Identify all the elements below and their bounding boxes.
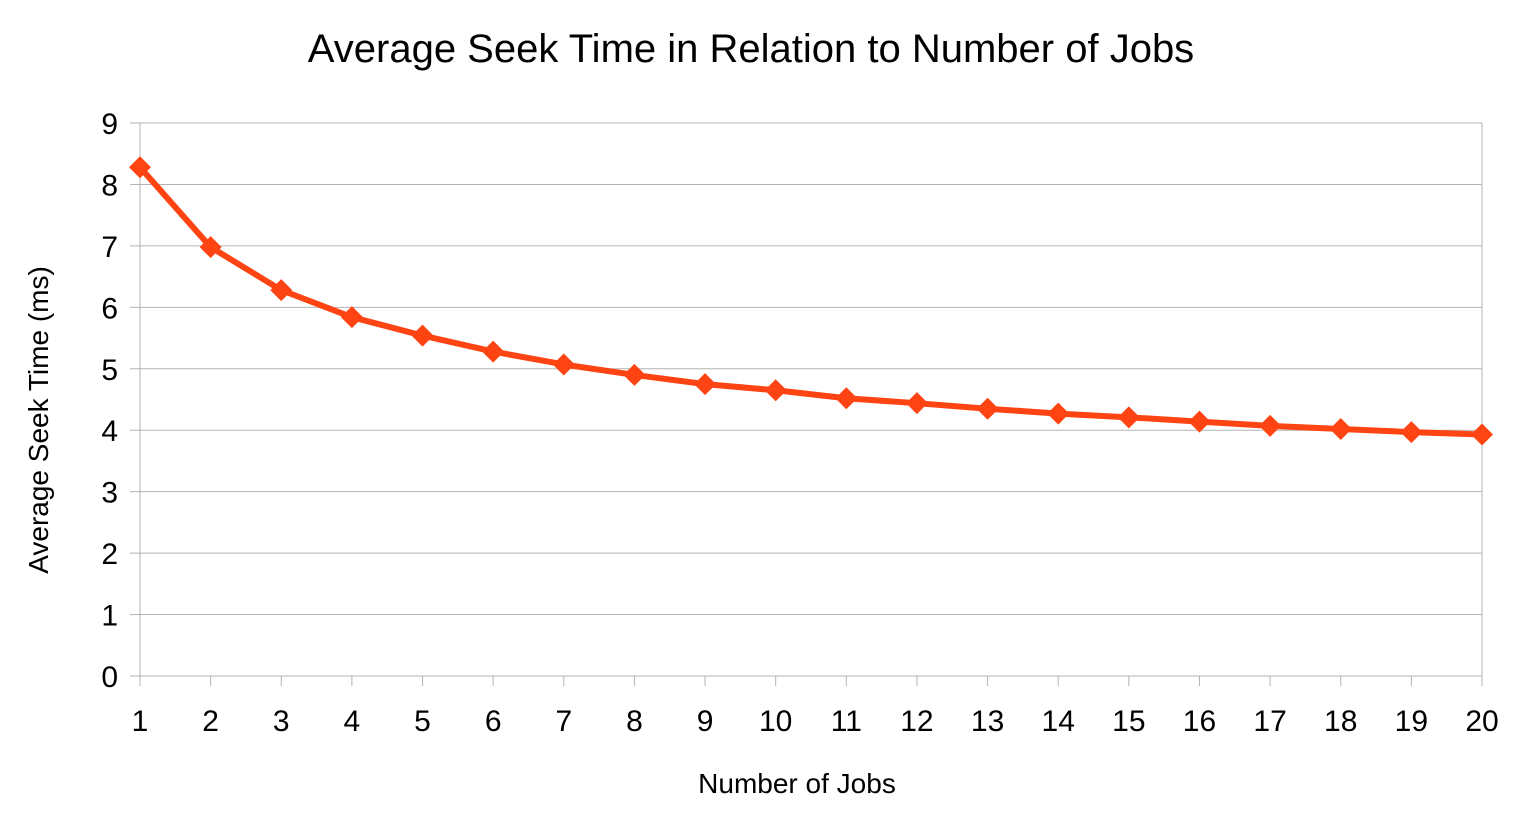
series bbox=[129, 156, 1493, 446]
axes bbox=[130, 122, 1483, 686]
x-tick-label: 2 bbox=[202, 705, 219, 738]
x-tick-label: 17 bbox=[1253, 705, 1286, 738]
gridlines bbox=[140, 122, 1482, 616]
y-axis-title: Average Seek Time (ms) bbox=[23, 266, 54, 574]
y-tick-label: 6 bbox=[101, 292, 118, 325]
data-point-marker bbox=[482, 340, 505, 363]
data-point-marker bbox=[1188, 410, 1211, 433]
x-tick-label: 3 bbox=[273, 705, 290, 738]
x-tick-label: 7 bbox=[555, 705, 572, 738]
data-point-marker bbox=[411, 324, 434, 347]
x-tick-label: 11 bbox=[831, 705, 862, 738]
data-point-marker bbox=[1259, 414, 1282, 437]
data-point-marker bbox=[764, 379, 787, 402]
x-tick-label: 5 bbox=[414, 705, 431, 738]
y-tick-label: 5 bbox=[101, 354, 118, 387]
data-point-marker bbox=[623, 363, 646, 386]
data-point-marker bbox=[905, 392, 928, 415]
y-tick-label: 0 bbox=[101, 661, 118, 694]
x-tick-label: 19 bbox=[1395, 705, 1428, 738]
x-tick-label: 8 bbox=[626, 705, 643, 738]
data-point-marker bbox=[1400, 421, 1423, 444]
x-axis-title: Number of Jobs bbox=[698, 768, 896, 799]
y-tick-label: 2 bbox=[101, 538, 118, 571]
x-tick-label: 10 bbox=[759, 705, 792, 738]
x-tick-label: 18 bbox=[1324, 705, 1357, 738]
data-point-marker bbox=[976, 397, 999, 420]
chart-title: Average Seek Time in Relation to Number … bbox=[308, 27, 1194, 71]
y-tick-labels: 0 1 2 3 4 5 6 7 8 9 bbox=[101, 108, 118, 694]
y-tick-label: 1 bbox=[101, 600, 118, 633]
x-tick-label: 9 bbox=[697, 705, 714, 738]
series-line bbox=[137, 164, 1485, 438]
data-point-marker bbox=[1047, 402, 1070, 425]
x-tick-label: 13 bbox=[971, 705, 1004, 738]
data-point-marker bbox=[1471, 423, 1493, 446]
data-point-marker bbox=[199, 236, 222, 259]
y-tick-label: 8 bbox=[101, 169, 118, 202]
data-point-marker bbox=[835, 387, 858, 410]
x-tick-label: 1 bbox=[132, 705, 149, 738]
x-tick-label: 4 bbox=[344, 705, 361, 738]
x-tick-label: 16 bbox=[1183, 705, 1216, 738]
y-tick-label: 4 bbox=[101, 415, 118, 448]
y-tick-label: 9 bbox=[101, 108, 118, 141]
x-tick-label: 12 bbox=[900, 705, 933, 738]
x-tick-label: 14 bbox=[1042, 705, 1075, 738]
data-point-marker bbox=[552, 353, 575, 376]
data-point-marker bbox=[270, 279, 293, 302]
y-tick-label: 7 bbox=[101, 231, 118, 264]
y-tick-label: 3 bbox=[101, 477, 118, 510]
x-tick-label: 15 bbox=[1112, 705, 1145, 738]
data-point-marker bbox=[1329, 417, 1352, 440]
data-point-marker bbox=[340, 306, 363, 329]
x-tick-labels: 1 2 3 4 5 6 7 8 9 10 11 12 13 14 15 16 17 18 19 20 bbox=[132, 705, 1499, 738]
data-point-marker bbox=[129, 156, 151, 179]
x-tick-label: 6 bbox=[485, 705, 502, 738]
data-point-marker bbox=[694, 373, 717, 396]
data-point-marker bbox=[1117, 406, 1140, 429]
x-tick-label: 20 bbox=[1465, 705, 1498, 738]
